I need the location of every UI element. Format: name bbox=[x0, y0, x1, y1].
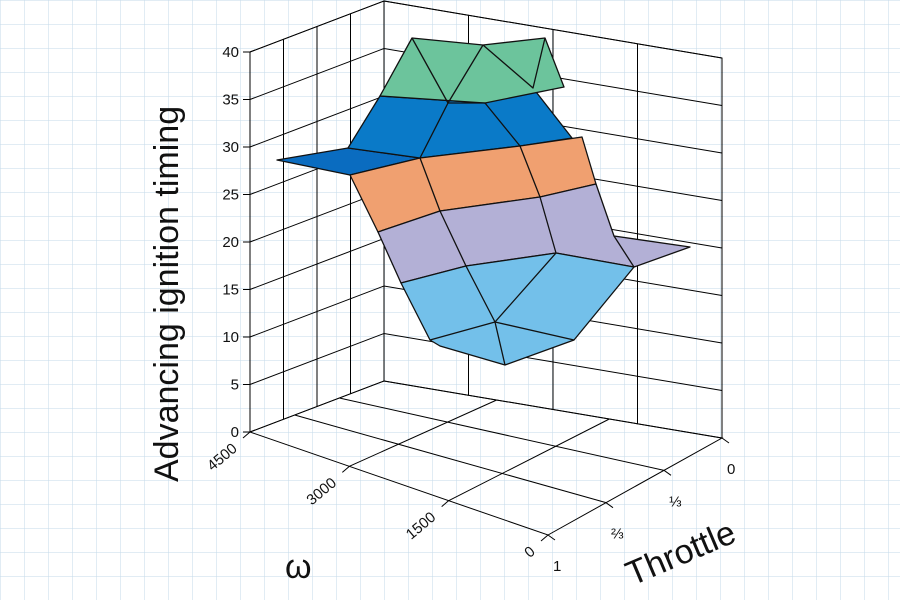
floor-gridline bbox=[448, 418, 610, 502]
omega-tick-mark bbox=[242, 431, 251, 439]
throttle-tick-mark bbox=[547, 534, 556, 541]
omega-tick-mark bbox=[540, 534, 549, 542]
surface bbox=[276, 37, 691, 366]
z-tick-label: 0 bbox=[231, 424, 239, 441]
z-tick-label: 20 bbox=[222, 234, 239, 251]
z-tick-label: 10 bbox=[222, 329, 239, 346]
omega-tick-label: 3000 bbox=[303, 474, 339, 508]
throttle-tick-label: ⅓ bbox=[669, 493, 682, 510]
throttle-tick-mark bbox=[605, 502, 614, 509]
surface-band-2 bbox=[379, 37, 565, 104]
throttle-tick-label: ⅔ bbox=[611, 526, 624, 543]
throttle-tick-label: 1 bbox=[553, 558, 561, 575]
surface-mesh-line bbox=[419, 157, 506, 366]
throttle-tick-mark bbox=[663, 469, 672, 476]
throttle-tick-label: 0 bbox=[727, 461, 735, 478]
wall-gridline bbox=[249, 332, 723, 391]
wall-gridline bbox=[249, 0, 723, 59]
floor-gridline bbox=[339, 397, 665, 471]
omega-tick-mark bbox=[342, 465, 350, 473]
z-axis-title: Advancing ignition timing bbox=[148, 106, 186, 482]
z-tick-label: 30 bbox=[222, 139, 239, 156]
z-tick-label: 25 bbox=[222, 187, 239, 204]
wall-gridline bbox=[249, 47, 723, 106]
surface-mesh-line bbox=[482, 37, 546, 89]
z-tick-label: 35 bbox=[222, 92, 239, 109]
throttle-axis-title: Throttle bbox=[620, 513, 741, 593]
surface-mesh-line bbox=[419, 44, 484, 159]
z-tick-label: 15 bbox=[222, 282, 239, 299]
z-tick-label: 5 bbox=[231, 377, 239, 394]
throttle-tick-mark bbox=[721, 437, 730, 444]
omega-tick-label: 0 bbox=[521, 543, 538, 561]
surface-mesh-line bbox=[613, 235, 635, 268]
omega-tick-mark bbox=[441, 500, 449, 508]
omega-tick-label: 4500 bbox=[204, 440, 240, 474]
omega-axis-title: ω bbox=[285, 548, 312, 586]
floor bbox=[248, 380, 724, 536]
wall-gridline bbox=[249, 285, 723, 344]
floor-gridline bbox=[349, 399, 497, 467]
surface-mesh-line bbox=[429, 102, 557, 341]
z-tick-label: 40 bbox=[222, 44, 239, 61]
omega-tick-label: 1500 bbox=[403, 509, 439, 543]
surface-mesh-line bbox=[494, 321, 575, 341]
floor-gridline bbox=[294, 414, 607, 504]
